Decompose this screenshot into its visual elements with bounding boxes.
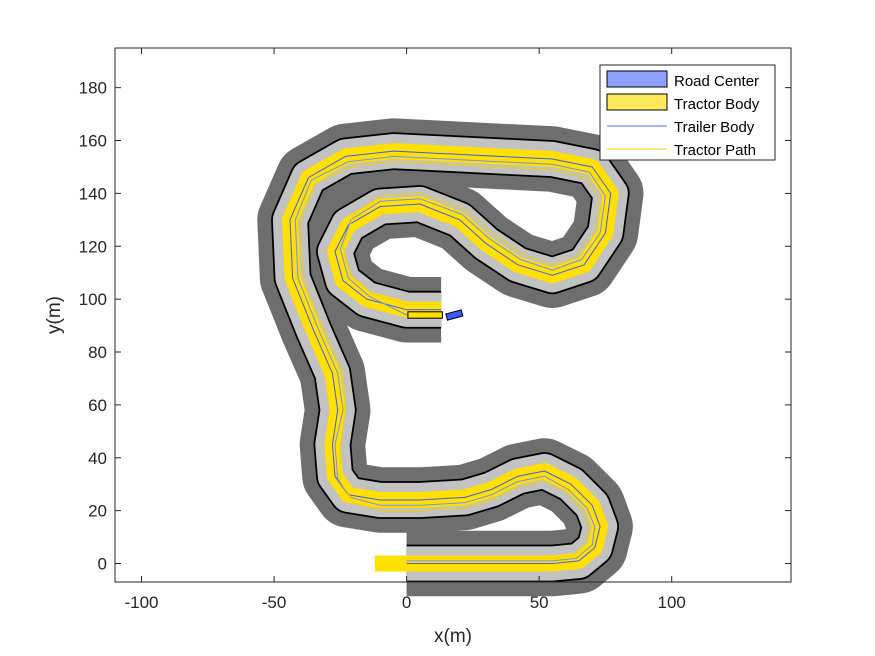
x-tick-label: 0 [402, 593, 411, 612]
y-tick-label: 60 [88, 396, 107, 415]
y-tick-label: 120 [79, 237, 107, 256]
legend-swatch-tractor-body [606, 93, 668, 111]
legend-label-road-center: Road Center [674, 73, 759, 90]
series-tractor-path [300, 161, 601, 559]
x-tick-label: -100 [124, 593, 158, 612]
y-tick-label: 160 [79, 132, 107, 151]
y-tick-label: 100 [79, 290, 107, 309]
tractor-box [445, 309, 464, 321]
legend: Road Center Tractor Body Trailer Body Tr… [599, 64, 776, 161]
x-tick-label: 50 [530, 593, 549, 612]
plot-frame [114, 47, 792, 583]
y-tick-label: 0 [98, 554, 107, 573]
y-tick-label: 180 [79, 79, 107, 98]
x-tick-label: 100 [658, 593, 686, 612]
series-road-center [289, 150, 612, 564]
y-tick-label: 80 [88, 343, 107, 362]
y-tick-label: 140 [79, 184, 107, 203]
y-tick-label: 40 [88, 449, 107, 468]
series-trailer-body [294, 155, 606, 562]
legend-label-tractor-body: Tractor Body [674, 96, 760, 113]
x-axis-label: x(m) [434, 626, 472, 647]
legend-label-trailer-body: Trailer Body [674, 119, 755, 136]
x-tick-label: -50 [262, 593, 287, 612]
legend-swatch-road-center [606, 70, 668, 88]
vehicle-layer [407, 309, 464, 321]
y-axis-label: y(m) [44, 296, 65, 334]
series-layer [282, 143, 619, 572]
trailer-box [407, 311, 443, 319]
y-tick-label: 20 [88, 502, 107, 521]
legend-label-tractor-path: Tractor Path [674, 142, 756, 159]
axis-layer: -100 -50 0 50 100 0 20 40 60 80 100 120 140 160 180 [79, 48, 791, 612]
